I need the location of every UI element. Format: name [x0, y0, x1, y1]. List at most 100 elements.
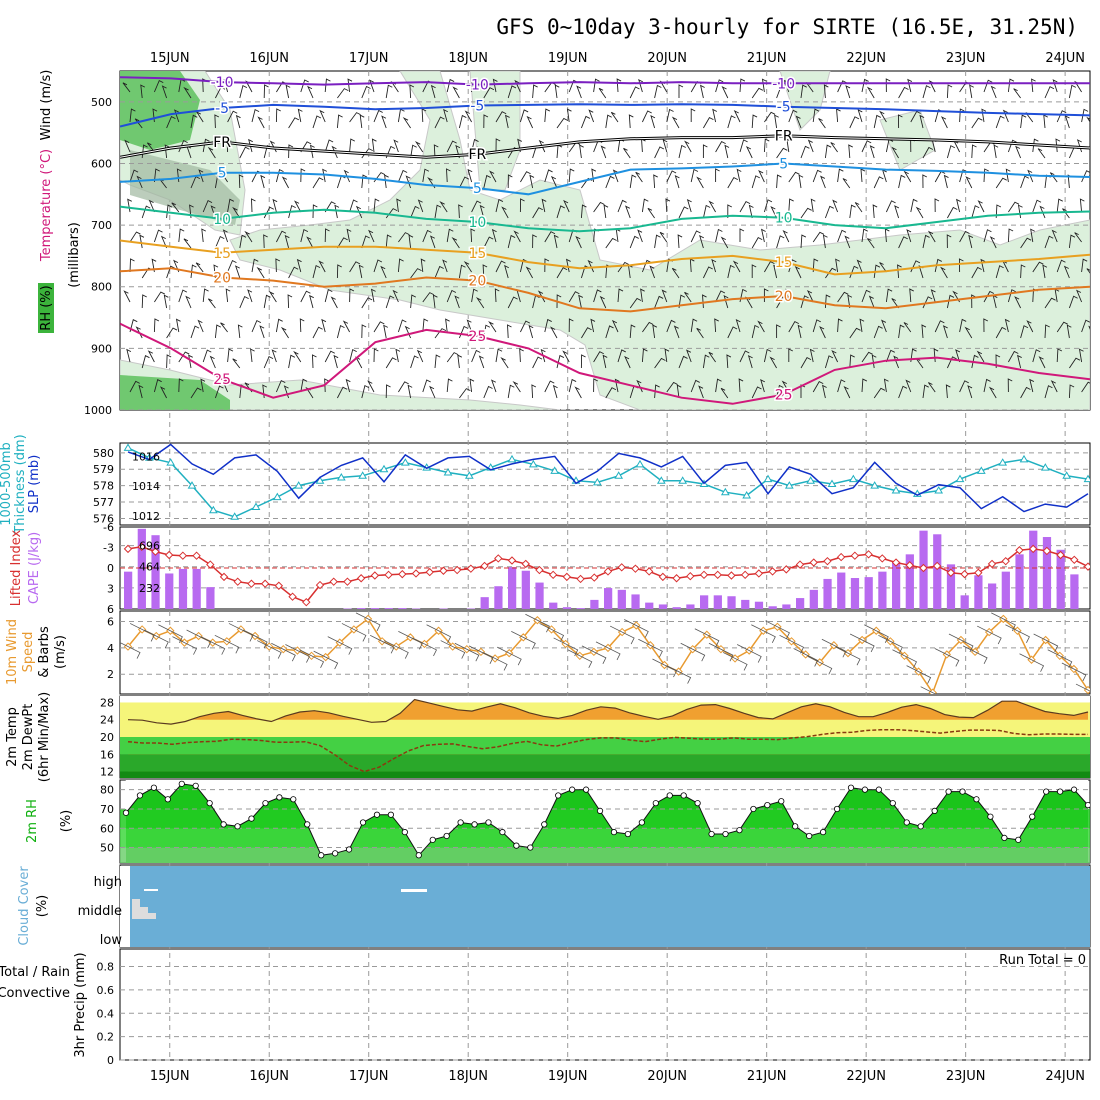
wind-barb: [905, 379, 912, 393]
wind-barb: [654, 84, 662, 99]
wind-barb: [1044, 385, 1053, 399]
rh-point: [945, 788, 952, 795]
rh-point: [206, 800, 213, 807]
wind-barb: [812, 169, 822, 183]
wind-barb: [661, 289, 668, 303]
isotherm-label: 5: [218, 166, 227, 182]
thickness-tick: 576: [93, 512, 114, 525]
wind-barb: [420, 258, 426, 273]
cape-bar: [1070, 574, 1079, 609]
wind-barb: [393, 139, 399, 153]
rh-point: [276, 794, 283, 801]
wind-barb: [342, 320, 350, 333]
wind-barb: [837, 379, 846, 393]
wind-barb: [891, 298, 899, 309]
wind-barb: [907, 78, 913, 93]
wind-barb: [580, 115, 591, 129]
wind-barb: [769, 356, 777, 369]
wind-barb: [563, 199, 570, 213]
wind-barb: [380, 265, 387, 279]
wind-barb: [190, 387, 202, 399]
wind-barb: [1061, 662, 1087, 682]
isotherm-label: 15: [775, 255, 793, 271]
wind-barb: [198, 169, 204, 183]
wind-barb: [471, 78, 476, 93]
wind-barb: [495, 348, 503, 363]
wind-barb: [800, 84, 807, 99]
wind-barb: [147, 350, 155, 363]
wind-barb: [384, 640, 409, 659]
wind-barb: [154, 291, 166, 303]
date-label-bottom: 23JUN: [946, 1069, 986, 1084]
wind-barb: [200, 378, 206, 393]
isotherm-label: 15: [468, 246, 486, 262]
wind-barb: [442, 259, 448, 273]
wind-barb: [452, 86, 460, 99]
wind-barb: [556, 354, 565, 369]
isotherm-label: 20: [468, 274, 486, 290]
thickness-line: [127, 447, 1089, 518]
wind-barb: [786, 138, 792, 153]
wind-barb: [881, 319, 887, 333]
lifted-index-point: [932, 561, 942, 571]
wind-barb: [794, 265, 802, 279]
cape-bar: [604, 588, 613, 609]
lifted-index-point: [1015, 546, 1024, 555]
wind-barb: [943, 174, 949, 189]
wind-barb: [906, 229, 912, 243]
isotherm-label: -5: [470, 99, 484, 115]
wind-barb: [897, 114, 903, 129]
wind-barb: [223, 78, 229, 93]
wind-barb: [280, 326, 289, 339]
wind-barb: [885, 78, 891, 93]
rh-point: [694, 800, 701, 807]
wind-barb: [1068, 84, 1077, 99]
wind-barb: [694, 628, 720, 647]
wind-barb: [397, 258, 404, 273]
wind-barb: [1078, 348, 1084, 363]
cape-bar: [1029, 530, 1038, 609]
slp-tick: 1016: [132, 450, 160, 463]
wind-barb: [141, 294, 147, 309]
thickness-point: [742, 490, 752, 499]
wind-barb: [910, 198, 918, 213]
wind-barb: [593, 78, 600, 93]
rh-point: [262, 800, 269, 807]
wind-barb: [410, 268, 422, 279]
wind-barb: [312, 204, 318, 219]
wind-barb: [946, 145, 956, 159]
isotherm-label: FR: [213, 135, 231, 151]
wind-barb: [927, 230, 936, 243]
wind-barb: [126, 348, 132, 363]
axis-ticks: 5006007008009001000580579578577576101610…: [78, 96, 160, 1067]
pressure-tick: 600: [91, 157, 112, 170]
wind-barb: [788, 259, 797, 273]
wind-barb: [368, 79, 375, 93]
wind-barb: [195, 110, 204, 123]
wind-barb: [751, 264, 757, 278]
wind-barb: [520, 171, 531, 183]
wind-barb: [222, 229, 229, 243]
wind-barb: [514, 79, 521, 93]
rh-point: [401, 829, 408, 836]
lifted-index-point: [576, 574, 585, 584]
wind-barb: [311, 354, 317, 369]
thickness-point: [784, 481, 794, 489]
wind-barb: [959, 108, 965, 123]
wind-barb: [748, 204, 754, 219]
wind-barb: [1007, 139, 1017, 153]
cape-bar: [508, 567, 517, 609]
wind-barb: [965, 176, 973, 189]
wind-barb: [873, 325, 883, 339]
thickness-tick: 577: [93, 496, 114, 509]
wind-barb: [466, 319, 473, 333]
wind-barb: [614, 378, 620, 393]
thickness-point: [614, 471, 624, 479]
wind-barb: [576, 85, 582, 99]
wind-barb: [879, 110, 887, 123]
wind-barb: [1039, 205, 1046, 219]
wind-barb: [983, 229, 992, 243]
cape-bar: [850, 578, 860, 609]
wind-barb: [1002, 109, 1009, 123]
wind-barb: [446, 168, 451, 183]
